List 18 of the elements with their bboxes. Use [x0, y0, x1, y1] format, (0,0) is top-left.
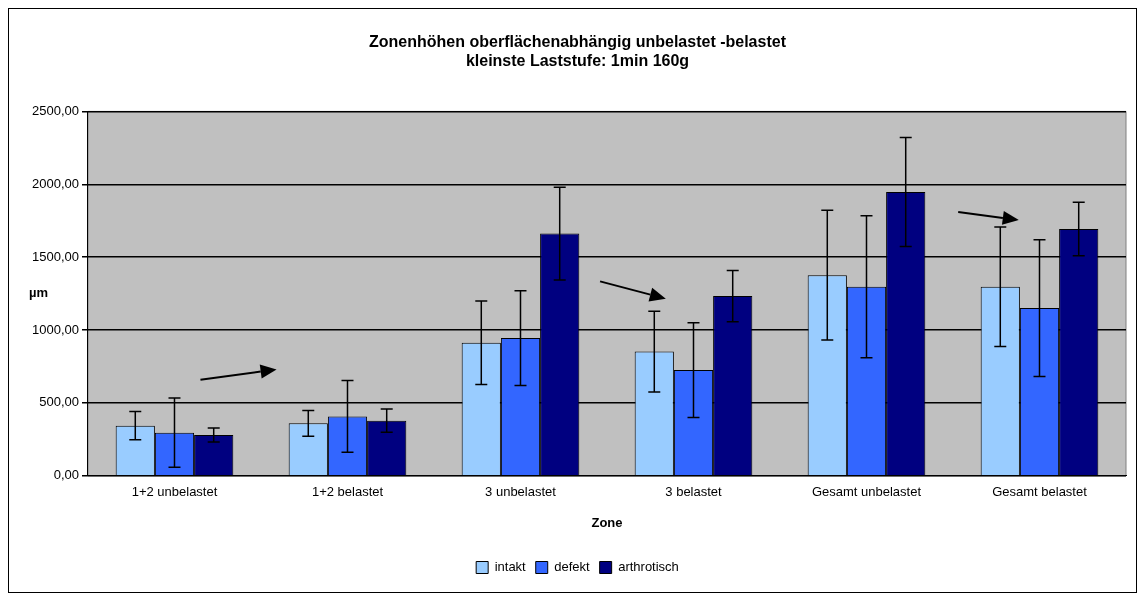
legend-label: defekt — [554, 559, 591, 575]
x-tick-label: 1+2 belastet — [311, 484, 384, 500]
y-tick-label: 1500,00 — [31, 248, 79, 264]
legend-label: intakt — [494, 559, 527, 575]
x-tick-label: 1+2 unbelastet — [131, 484, 218, 500]
chart-title: Zonenhöhen oberflächenabhängig unbelastet -belastet kleinste Laststufe: 1min 160g — [369, 33, 787, 70]
y-axis-title: µm — [29, 285, 49, 301]
x-tick-label: Gesamt unbelastet — [811, 484, 922, 500]
y-tick-label: 1000,00 — [31, 321, 79, 337]
y-tick-label: 500,00 — [39, 394, 79, 410]
x-axis-title: Zone — [591, 514, 623, 530]
x-tick-label: 3 belastet — [665, 484, 723, 500]
x-tick-label: Gesamt belastet — [992, 484, 1088, 500]
y-tick-label: 2000,00 — [31, 175, 79, 191]
y-tick-label: 2500,00 — [31, 102, 79, 118]
x-tick-label: 3 unbelastet — [485, 484, 557, 500]
legend-label: arthrotisch — [618, 559, 679, 575]
y-tick-label: 0,00 — [53, 467, 79, 483]
